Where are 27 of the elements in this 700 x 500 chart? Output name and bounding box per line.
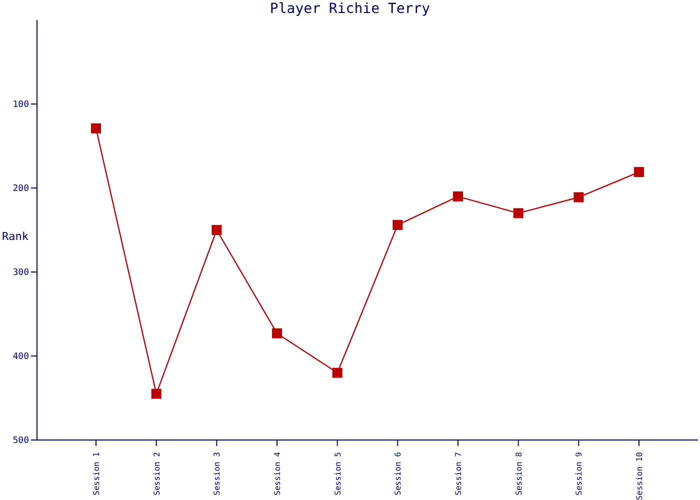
point bbox=[574, 192, 584, 202]
y-tick-label: 300 bbox=[12, 268, 29, 278]
x-tick-label: Session 7 bbox=[454, 452, 463, 496]
point bbox=[392, 220, 403, 230]
y-tick-label: 100 bbox=[12, 100, 29, 110]
x-tick-label: Session 5 bbox=[333, 452, 342, 496]
point bbox=[634, 167, 644, 178]
point bbox=[513, 208, 524, 218]
point bbox=[91, 123, 101, 134]
point bbox=[151, 388, 162, 399]
y-axis-title: Rank bbox=[2, 230, 28, 243]
x-tick-label: Session 6 bbox=[394, 452, 403, 496]
x-tick-label: Session 8 bbox=[514, 452, 524, 496]
y-tick-label: 200 bbox=[12, 184, 29, 194]
point bbox=[453, 191, 463, 202]
x-tick-label: Session 3 bbox=[212, 452, 222, 496]
point bbox=[212, 225, 222, 235]
x-tick-label: Session 10 bbox=[635, 452, 644, 500]
x-tick-label: Session 9 bbox=[574, 452, 584, 496]
x-tick-label: Session 1 bbox=[92, 452, 101, 496]
x-tick-label: Session 2 bbox=[152, 452, 162, 496]
point bbox=[332, 368, 342, 378]
chart-title: Player Richie Terry bbox=[268, 0, 432, 18]
point bbox=[272, 328, 282, 338]
x-tick-label: Session 4 bbox=[273, 452, 282, 496]
y-tick-label: 500 bbox=[12, 436, 29, 446]
y-tick-label: 400 bbox=[12, 352, 29, 362]
